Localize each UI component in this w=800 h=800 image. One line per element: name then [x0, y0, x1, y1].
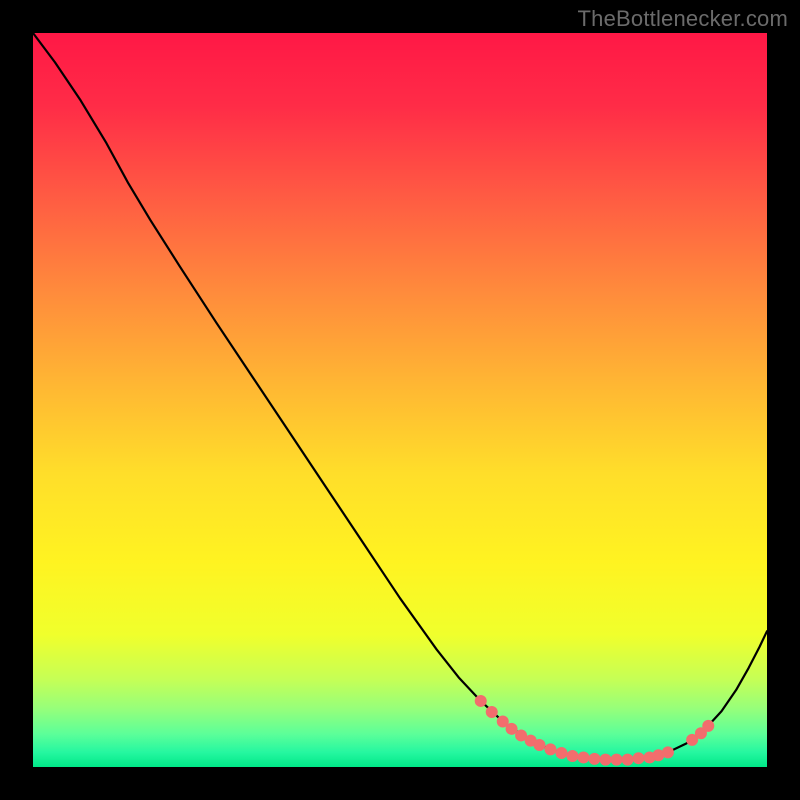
curve-marker	[662, 747, 673, 758]
curve-marker	[506, 723, 517, 734]
curve-marker	[611, 754, 622, 765]
curve-marker	[633, 753, 644, 764]
curve-marker	[497, 716, 508, 727]
curve-marker	[567, 750, 578, 761]
bottleneck-curve	[33, 33, 767, 760]
curve-marker	[578, 752, 589, 763]
curve-marker	[703, 720, 714, 731]
curve-marker	[534, 739, 545, 750]
curve-marker	[589, 753, 600, 764]
chart-plot-area	[33, 33, 767, 767]
curve-marker	[556, 748, 567, 759]
bottleneck-curve-layer	[33, 33, 767, 767]
curve-marker	[600, 754, 611, 765]
curve-marker	[545, 744, 556, 755]
curve-marker	[622, 754, 633, 765]
watermark-text: TheBottlenecker.com	[578, 6, 788, 32]
curve-marker	[486, 706, 497, 717]
curve-marker	[475, 695, 486, 706]
